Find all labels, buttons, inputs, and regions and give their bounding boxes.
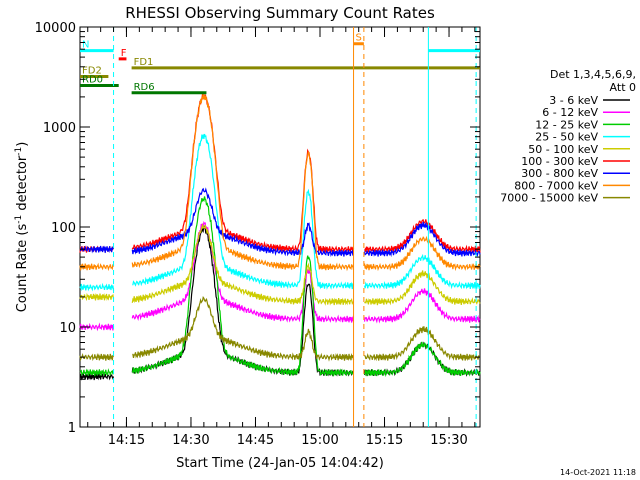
legend-header-line1: Det 1,3,4,5,6,9, — [550, 68, 636, 81]
flag-label: FD1 — [134, 57, 154, 68]
x-tick-label: 14:30 — [172, 433, 209, 448]
flag-label: RD6 — [134, 82, 155, 93]
series-line — [79, 93, 481, 254]
legend-label: 800 - 7000 keV — [514, 179, 598, 192]
chart-title: RHESSI Observing Summary Count Rates — [125, 4, 435, 22]
series-line — [79, 223, 481, 306]
series-layer — [79, 93, 481, 381]
x-tick-layer: 14:15 14:30 14:45 15:00 15:15 15:30 — [87, 27, 476, 448]
y-label-sup2: -1 — [14, 147, 24, 156]
x-axis-label: Start Time (24-Jan-05 14:04:42) — [176, 456, 384, 471]
y-tick-label: 10000 — [35, 21, 76, 36]
legend-label: 6 - 12 keV — [542, 106, 598, 119]
x-tick-label: 15:30 — [430, 433, 467, 448]
y-tick-layer: 1 10 100 1000 10000 — [35, 21, 480, 436]
legend-label: 100 - 300 keV — [521, 155, 598, 168]
series-line — [79, 133, 481, 292]
x-tick-label: 15:00 — [301, 433, 338, 448]
legend-label: 50 - 100 keV — [528, 143, 598, 156]
y-label-sup: -1 — [14, 215, 24, 224]
legend-label: 300 - 800 keV — [521, 167, 598, 180]
series-line — [79, 296, 481, 362]
footer-date: 14-Oct-2021 11:18 — [560, 468, 636, 477]
series-line — [79, 220, 481, 332]
flag-label: RD0 — [82, 75, 103, 86]
y-tick-label: 1000 — [43, 121, 76, 136]
y-label-end: ) — [15, 142, 30, 147]
legend-label: 7000 - 15000 keV — [500, 192, 598, 205]
x-tick-label: 15:15 — [366, 433, 403, 448]
y-label-main: Count Rate (s — [15, 224, 30, 313]
x-tick-label: 14:15 — [108, 433, 145, 448]
y-tick-label: 1 — [68, 421, 76, 436]
legend-label: 25 - 50 keV — [535, 131, 598, 144]
flag-label: S — [356, 33, 362, 44]
flag-label: FD2 — [82, 65, 102, 76]
flag-label: N — [82, 40, 89, 51]
y-label-mid: detector — [15, 155, 30, 215]
legend-label: 3 - 6 keV — [549, 94, 598, 107]
flag-label: F — [121, 48, 127, 59]
series-line — [79, 93, 481, 272]
y-tick-label: 10 — [59, 321, 76, 336]
legend-label: 12 - 25 keV — [535, 118, 598, 131]
y-axis-label: Count Rate (s-1 detector-1) — [14, 142, 30, 313]
x-tick-label: 14:45 — [237, 433, 274, 448]
legend-header-line2: Att 0 — [610, 81, 636, 94]
series-line — [79, 196, 481, 378]
y-tick-label: 100 — [51, 221, 76, 236]
